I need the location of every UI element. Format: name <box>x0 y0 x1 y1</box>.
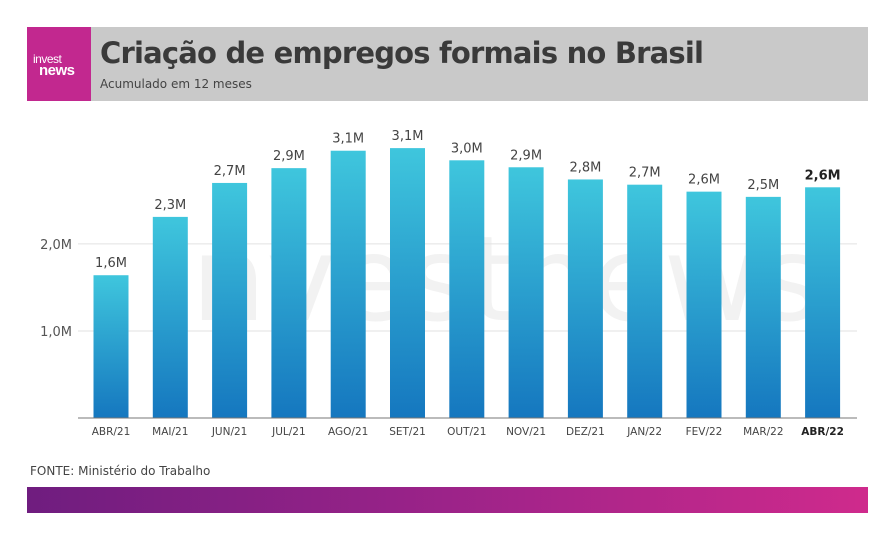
bar-set-21 <box>390 148 425 418</box>
x-tick-label: SET/21 <box>389 426 426 438</box>
x-tick-label: FEV/22 <box>686 426 723 438</box>
bar-fev-22 <box>687 192 722 418</box>
x-tick-label: ABR/21 <box>92 426 131 438</box>
data-label: 3,1M <box>332 132 364 147</box>
bar-dez-21 <box>568 179 603 418</box>
bar-abr-21 <box>94 275 129 418</box>
bar-mai-21 <box>153 217 188 418</box>
x-tick-label: JUL/21 <box>271 426 306 438</box>
x-tick-label: OUT/21 <box>447 426 486 438</box>
bar-nov-21 <box>509 167 544 418</box>
data-label: 2,7M <box>629 166 661 181</box>
bar-jan-22 <box>627 185 662 418</box>
x-tick-label: JUN/21 <box>211 426 248 438</box>
bar-abr-22 <box>805 187 840 418</box>
data-label: 2,9M <box>273 149 305 164</box>
data-label: 3,0M <box>451 141 483 156</box>
bar-jul-21 <box>271 168 306 418</box>
x-tick-label: DEZ/21 <box>566 426 605 438</box>
watermark-text: investnews <box>158 210 821 348</box>
bar-out-21 <box>449 160 484 418</box>
bottom-gradient-bar <box>27 487 868 513</box>
data-label: 2,5M <box>747 178 779 193</box>
data-label: 2,3M <box>154 198 186 213</box>
data-label: 3,1M <box>392 129 424 144</box>
y-tick-label: 2,0M <box>40 238 72 253</box>
data-label: 1,6M <box>95 256 127 271</box>
x-tick-label: ABR/22 <box>801 426 844 438</box>
data-label: 2,7M <box>214 164 246 179</box>
x-tick-label: MAR/22 <box>743 426 783 438</box>
y-tick-label: 1,0M <box>40 325 72 340</box>
data-label: 2,9M <box>510 148 542 163</box>
source-note: FONTE: Ministério do Trabalho <box>30 464 210 478</box>
x-tick-label: JAN/22 <box>626 426 662 438</box>
x-tick-label: NOV/21 <box>506 426 546 438</box>
bar-jun-21 <box>212 183 247 418</box>
data-label: 2,6M <box>688 173 720 188</box>
x-tick-label: AGO/21 <box>328 426 368 438</box>
bar-chart: investnews 1,0M 2,0M 1,6M ABR/21 2,3M MAI/21 2… <box>0 0 895 540</box>
bar-ago-21 <box>331 151 366 418</box>
bar-mar-22 <box>746 197 781 418</box>
data-label: 2,8M <box>569 160 601 175</box>
x-tick-label: MAI/21 <box>152 426 188 438</box>
data-label: 2,6M <box>805 168 841 183</box>
